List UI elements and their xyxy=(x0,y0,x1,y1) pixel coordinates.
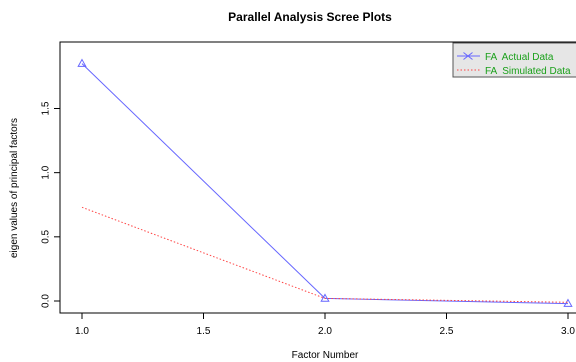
series-line-actual xyxy=(81,63,569,305)
legend-box xyxy=(452,42,576,78)
x-tick-label: 1.5 xyxy=(197,326,211,337)
y-axis-label: eigen values of principal factors xyxy=(9,118,20,258)
x-axis-label: Factor Number xyxy=(292,350,359,361)
x-tick-label: 1.0 xyxy=(75,326,89,337)
legend-actual-label: FA Actual Data xyxy=(485,52,554,63)
x-tick-label: 3.0 xyxy=(561,326,575,337)
legend: FA Actual Data FA Simulated Data xyxy=(452,42,576,78)
series-line-simulated xyxy=(81,206,569,303)
x-tick-label: 2.0 xyxy=(318,326,332,337)
legend-actual-marker xyxy=(463,52,473,60)
legend-simulated-label: FA Simulated Data xyxy=(485,66,571,77)
x-axis: 1.0 1.5 2.0 2.5 3.0 xyxy=(75,312,575,337)
x-tick-label: 2.5 xyxy=(440,326,454,337)
chart-title: Parallel Analysis Scree Plots xyxy=(228,10,392,24)
series-layer xyxy=(77,58,573,307)
data-point-triangle xyxy=(320,293,330,302)
data-point-triangle xyxy=(563,298,573,307)
y-tick-label: 0.5 xyxy=(41,229,52,243)
y-tick-label: 0.0 xyxy=(41,294,52,308)
y-tick-label: 1.5 xyxy=(41,101,52,115)
data-point-triangle xyxy=(77,58,87,67)
y-tick-label: 1.0 xyxy=(41,165,52,179)
y-axis: 0.0 0.5 1.0 1.5 xyxy=(41,61,61,308)
plot-frame xyxy=(59,41,576,314)
